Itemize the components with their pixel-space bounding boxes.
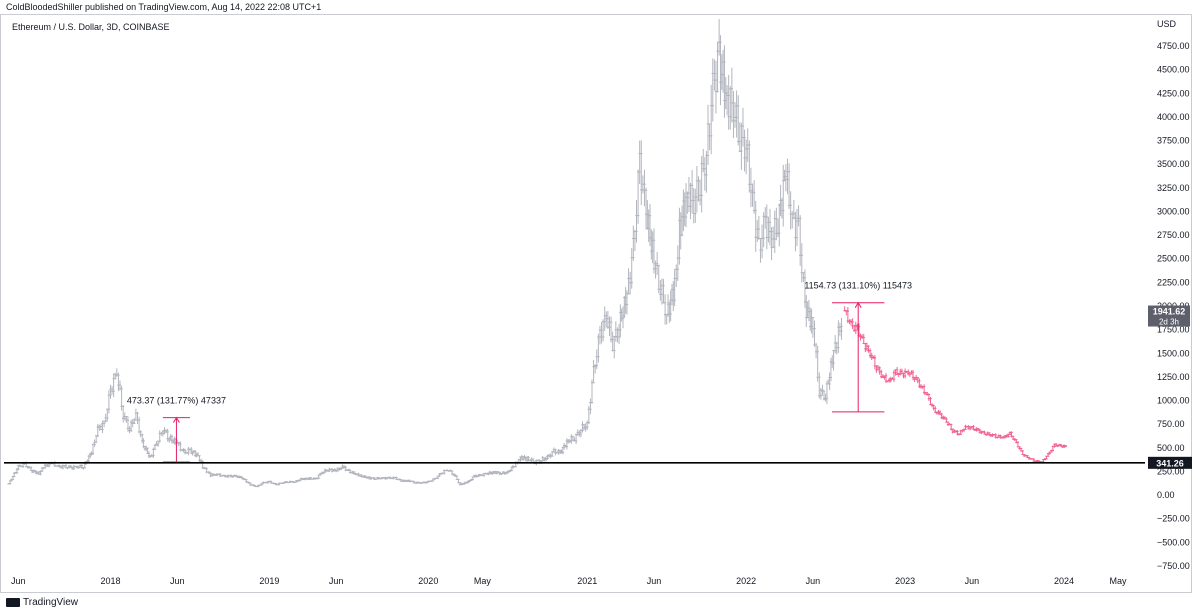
y-tick-label: 4000.00 — [1157, 112, 1190, 122]
y-tick-label: 4750.00 — [1157, 41, 1190, 51]
measure-arrow-icon — [173, 416, 180, 423]
x-tick-label: Jun — [11, 576, 26, 586]
price-marker-countdown: 2d 3h — [1159, 318, 1179, 327]
x-tick-label: May — [1110, 576, 1128, 586]
y-tick-label: −250.00 — [1157, 514, 1190, 524]
projected-candles — [843, 306, 1067, 463]
publisher-attribution: ColdBloodedShiller published on TradingV… — [6, 2, 322, 12]
y-tick-label: 3250.00 — [1157, 183, 1190, 193]
measure-label: 473.37 (131.77%) 47337 — [127, 396, 226, 406]
x-tick-label: 2023 — [895, 576, 915, 586]
x-tick-label: Jun — [806, 576, 821, 586]
tradingview-logo-icon — [6, 597, 20, 607]
y-tick-label: 1250.00 — [1157, 372, 1190, 382]
historical-candles — [7, 19, 843, 488]
y-tick-label: 3500.00 — [1157, 159, 1190, 169]
symbol-label: Ethereum / U.S. Dollar, 3D, COINBASE — [12, 22, 170, 32]
y-tick-label: 4500.00 — [1157, 65, 1190, 75]
y-tick-label: 3000.00 — [1157, 206, 1190, 216]
x-tick-label: 2022 — [736, 576, 756, 586]
support-line-badge — [1148, 456, 1192, 469]
support-line-label: 341.26 — [1156, 458, 1184, 468]
y-tick-label: 1500.00 — [1157, 348, 1190, 358]
x-tick-label: 2024 — [1054, 576, 1074, 586]
footer-brand: TradingView — [6, 597, 78, 608]
y-tick-label: 1750.00 — [1157, 325, 1190, 335]
y-tick-label: 3750.00 — [1157, 136, 1190, 146]
y-tick-label: 500.00 — [1157, 443, 1185, 453]
price-marker-label: 1941.62 — [1153, 307, 1186, 317]
x-tick-label: Jun — [170, 576, 185, 586]
measure-annotations: 473.37 (131.77%) 47337 1154.73 (131.10%) … — [127, 281, 912, 463]
y-tick-label: −500.00 — [1157, 537, 1190, 547]
x-tick-label: Jun — [647, 576, 662, 586]
y-tick-label: 2250.00 — [1157, 277, 1190, 287]
footer-brand-label: TradingView — [23, 597, 79, 608]
x-tick-label: Jun — [965, 576, 980, 586]
x-tick-label: 2020 — [418, 576, 438, 586]
y-tick-label: 2500.00 — [1157, 254, 1190, 264]
y-tick-label: 250.00 — [1157, 466, 1185, 476]
x-axis: Jun 2018 Jun 2019 Jun 2020 May 2021 Jun 2022 Jun 20… — [11, 576, 1127, 586]
y-tick-label: 0.00 — [1157, 490, 1175, 500]
chart-frame — [0, 14, 1192, 593]
x-tick-label: May — [474, 576, 492, 586]
x-tick-label: 2021 — [577, 576, 597, 586]
y-tick-label: 2750.00 — [1157, 230, 1190, 240]
currency-label: USD — [1157, 19, 1177, 29]
measure-arrow-icon — [854, 301, 862, 308]
support-line[interactable]: 341.26 — [4, 456, 1192, 469]
x-tick-label: 2018 — [100, 576, 120, 586]
price-marker-badge — [1148, 305, 1190, 327]
x-tick-label: Jun — [329, 576, 344, 586]
x-tick-label: 2019 — [259, 576, 279, 586]
y-tick-label: 4250.00 — [1157, 88, 1190, 98]
y-tick-label: 750.00 — [1157, 419, 1185, 429]
y-tick-label: −750.00 — [1157, 561, 1190, 571]
y-tick-label: 1000.00 — [1157, 396, 1190, 406]
measure-label: 1154.73 (131.10%) 115473 — [804, 281, 912, 291]
y-axis: 4750.00 4500.00 4250.00 4000.00 3750.00 3500.… — [1157, 41, 1190, 571]
